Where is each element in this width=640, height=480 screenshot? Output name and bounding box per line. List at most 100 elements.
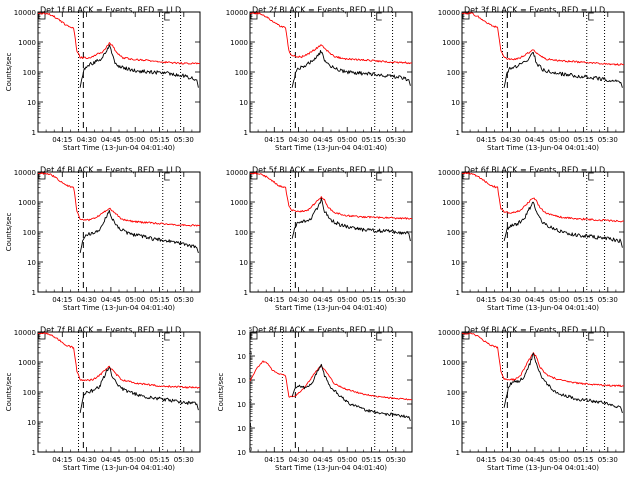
x-tick-label: 04:45	[101, 296, 121, 304]
x-tick-label: 05:00	[125, 456, 145, 464]
chart-title: Det 4f BLACK = Events, RED = LLD	[40, 166, 181, 175]
y-tick-exponent: 2	[249, 399, 252, 405]
y-tick-exponent: 4	[249, 351, 252, 357]
events-series-line	[291, 363, 411, 421]
lld-series-line	[250, 172, 412, 220]
y-tick-label: 10000	[226, 169, 248, 177]
x-axis-label: Start Time (13-Jun-04 04:01:40)	[275, 304, 387, 312]
chart-panel-1f: Det 1f BLACK = Events, RED = LLD 1 10 100 10…	[5, 6, 201, 152]
y-tick-label: 10	[237, 449, 246, 457]
x-tick-label: 04:15	[264, 456, 284, 464]
y-tick-label: 100	[23, 229, 36, 237]
events-series-line	[79, 367, 199, 414]
y-tick-label: 100	[23, 69, 36, 77]
lld-series-line	[462, 172, 624, 223]
events-series-line	[291, 50, 411, 88]
x-tick-label: 04:30	[289, 296, 309, 304]
y-tick-label: 1000	[18, 359, 36, 367]
x-tick-label: 05:00	[337, 136, 357, 144]
x-tick-label: 05:00	[549, 136, 569, 144]
y-tick-label: 1000	[18, 39, 36, 47]
y-tick-exponent: 3	[249, 375, 252, 381]
y-tick-label: 10	[27, 99, 36, 107]
y-tick-label: 10000	[438, 9, 460, 17]
y-tick-label: 1000	[442, 359, 460, 367]
x-tick-label: 04:30	[501, 136, 521, 144]
y-tick-exponent: 0	[249, 447, 252, 453]
x-axis-label: Start Time (13-Jun-04 04:01:40)	[275, 144, 387, 152]
events-series-line	[503, 51, 623, 88]
y-tick-label: 10	[27, 419, 36, 427]
y-tick-label: 1000	[442, 39, 460, 47]
x-tick-label: 05:15	[573, 296, 593, 304]
chart-title: Det 1f BLACK = Events, RED = LLD	[40, 6, 181, 15]
x-tick-label: 04:15	[476, 456, 496, 464]
x-tick-label: 05:15	[149, 296, 169, 304]
plot-frame	[37, 171, 201, 293]
plot-frame	[249, 171, 413, 293]
y-tick-label: 10	[451, 99, 460, 107]
x-tick-label: 05:30	[174, 296, 194, 304]
chart-panel-9f: Det 9f BLACK = Events, RED = LLD 1 10 100 10…	[438, 326, 625, 472]
x-tick-label: 04:15	[52, 296, 72, 304]
x-axis-label: Start Time (13-Jun-04 04:01:40)	[487, 144, 599, 152]
plot-frame	[461, 331, 625, 453]
y-axis-label: Counts/sec	[5, 213, 13, 252]
events-series-line	[79, 209, 199, 254]
x-tick-label: 05:30	[174, 456, 194, 464]
y-tick-label: 1	[456, 289, 460, 297]
y-tick-label: 100	[447, 69, 460, 77]
bracket-marker	[376, 172, 382, 181]
x-axis-label: Start Time (13-Jun-04 04:01:40)	[63, 304, 175, 312]
x-tick-label: 05:30	[386, 296, 406, 304]
y-axis-label: Counts/sec	[217, 373, 225, 412]
lld-series-line	[462, 12, 624, 66]
x-axis-label: Start Time (13-Jun-04 04:01:40)	[63, 144, 175, 152]
x-axis-label: Start Time (13-Jun-04 04:01:40)	[487, 304, 599, 312]
x-tick-label: 04:45	[313, 136, 333, 144]
x-tick-label: 04:30	[501, 296, 521, 304]
x-tick-label: 05:15	[573, 136, 593, 144]
y-tick-label: 10	[451, 259, 460, 267]
plot-frame	[37, 11, 201, 133]
y-tick-label: 10	[237, 401, 246, 409]
x-tick-label: 04:45	[525, 136, 545, 144]
bracket-marker	[164, 332, 170, 341]
x-tick-label: 05:15	[149, 136, 169, 144]
lld-series-line	[38, 332, 200, 389]
x-tick-label: 04:15	[52, 456, 72, 464]
y-tick-label: 1	[456, 129, 460, 137]
chart-title: Det 5f BLACK = Events, RED = LLD	[252, 166, 393, 175]
x-tick-label: 04:45	[313, 456, 333, 464]
y-tick-label: 10000	[438, 169, 460, 177]
x-tick-label: 05:30	[598, 136, 618, 144]
y-tick-label: 10	[239, 99, 248, 107]
y-tick-label: 10000	[14, 9, 36, 17]
x-tick-label: 04:15	[476, 136, 496, 144]
x-tick-label: 04:30	[501, 456, 521, 464]
x-tick-label: 05:30	[598, 296, 618, 304]
y-tick-label: 1	[32, 449, 36, 457]
chart-panel-7f: Det 7f BLACK = Events, RED = LLD 1 10 100 10…	[5, 326, 201, 472]
x-tick-label: 04:45	[525, 456, 545, 464]
x-tick-label: 04:45	[101, 456, 121, 464]
bracket-marker	[588, 332, 594, 341]
chart-panel-4f: Det 4f BLACK = Events, RED = LLD 1 10 100 10…	[5, 166, 201, 312]
plot-frame	[461, 11, 625, 133]
lld-series-line	[249, 360, 413, 401]
y-tick-label: 10000	[14, 169, 36, 177]
y-axis-label: Counts/sec	[5, 53, 13, 92]
x-tick-label: 04:45	[525, 296, 545, 304]
x-tick-label: 04:45	[313, 296, 333, 304]
x-tick-label: 05:00	[337, 296, 357, 304]
corner-marker	[462, 12, 470, 20]
events-series-line	[291, 197, 411, 242]
x-tick-label: 05:00	[337, 456, 357, 464]
y-tick-label: 10	[239, 259, 248, 267]
x-tick-label: 05:00	[549, 456, 569, 464]
y-tick-label: 100	[235, 69, 248, 77]
bracket-marker	[376, 332, 382, 341]
chart-title: Det 2f BLACK = Events, RED = LLD	[252, 6, 393, 15]
chart-title: Det 7f BLACK = Events, RED = LLD	[40, 326, 181, 335]
